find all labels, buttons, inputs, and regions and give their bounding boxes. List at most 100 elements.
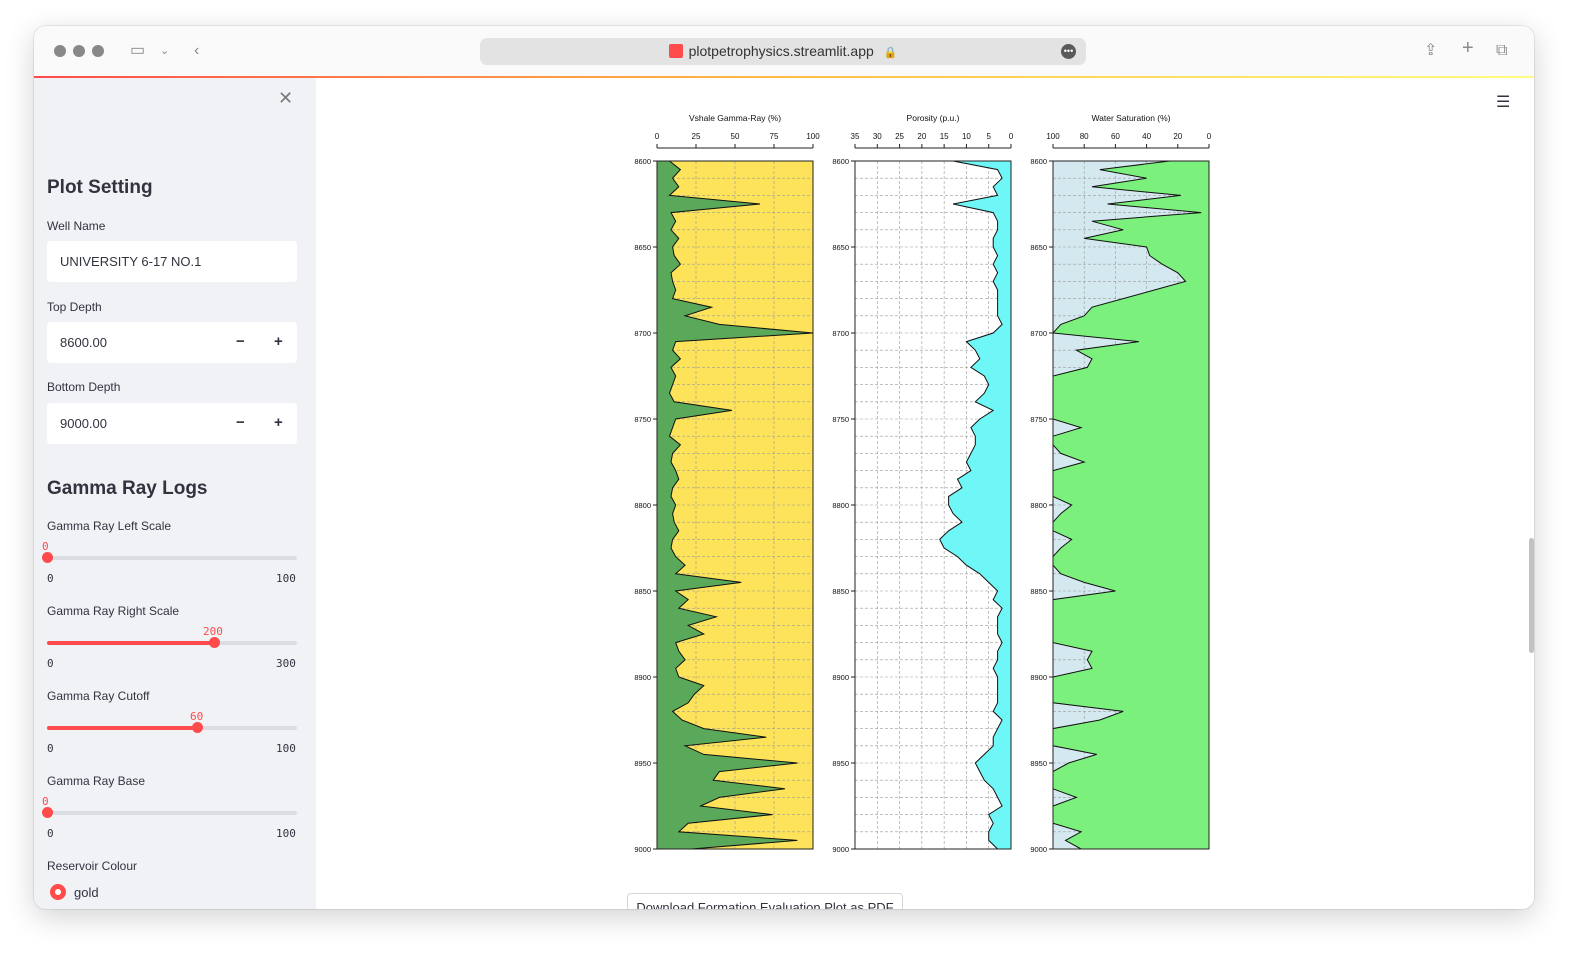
gamma-cutoff-value: 60 xyxy=(190,710,204,723)
reservoir-colour-radio-gold[interactable] xyxy=(50,884,66,900)
top-depth-label: Top Depth xyxy=(47,300,102,314)
chevron-down-icon[interactable]: ⌄ xyxy=(160,45,170,57)
y-tick-label: 8950 xyxy=(634,759,651,768)
top-depth-decrement-button[interactable]: − xyxy=(236,333,245,350)
y-tick-label: 8900 xyxy=(1030,673,1047,682)
minimize-window-button[interactable] xyxy=(73,45,85,57)
main-content: ☰ 0 25 50 75 100 Vshale Gamma-Ray (%) 8600 8650… xyxy=(316,78,1534,909)
slider-thumb[interactable] xyxy=(42,807,53,818)
track-title: Vshale Gamma-Ray (%) xyxy=(689,113,781,123)
x-tick-label: 20 xyxy=(917,132,926,141)
gamma-base-max: 100 xyxy=(276,827,296,840)
download-pdf-button[interactable]: Download Formation Evaluation Plot as PD… xyxy=(627,893,903,909)
menu-icon[interactable]: ☰ xyxy=(1496,94,1511,111)
bottom-depth-increment-button[interactable]: + xyxy=(274,414,283,431)
y-tick-label: 8800 xyxy=(634,501,651,510)
log-fill-area xyxy=(657,161,813,849)
y-tick-label: 8700 xyxy=(634,329,651,338)
x-tick-label: 20 xyxy=(1173,132,1182,141)
browser-titlebar: ▭ ⌄ ‹ plotpetrophysics.streamlit.app 🔒 •… xyxy=(34,26,1534,76)
y-tick-label: 8850 xyxy=(634,587,651,596)
y-tick-label: 8700 xyxy=(1030,329,1047,338)
address-bar[interactable]: plotpetrophysics.streamlit.app 🔒 ••• xyxy=(480,38,1086,65)
gamma-base-value: 0 xyxy=(42,795,49,808)
tab-overview-icon[interactable]: ⧉ xyxy=(1496,42,1508,59)
gamma-ray-heading: Gamma Ray Logs xyxy=(47,478,208,499)
y-tick-label: 8600 xyxy=(634,157,651,166)
back-icon[interactable]: ‹ xyxy=(194,42,200,59)
y-tick-label: 8650 xyxy=(634,243,651,252)
x-tick-label: 50 xyxy=(731,132,740,141)
x-tick-label: 15 xyxy=(940,132,949,141)
x-tick-label: 100 xyxy=(806,132,820,141)
x-tick-label: 30 xyxy=(873,132,882,141)
y-tick-label: 8850 xyxy=(1030,587,1047,596)
slider-fill xyxy=(47,726,197,730)
x-tick-label: 25 xyxy=(692,132,701,141)
gamma-base-min: 0 xyxy=(47,827,54,840)
top-depth-increment-button[interactable]: + xyxy=(274,333,283,350)
log-fill-area xyxy=(1053,161,1209,849)
y-tick-label: 8900 xyxy=(634,673,651,682)
browser-window: ▭ ⌄ ‹ plotpetrophysics.streamlit.app 🔒 •… xyxy=(34,26,1534,909)
gamma-cutoff-slider[interactable] xyxy=(47,722,297,733)
sidebar-toggle-icon[interactable]: ▭ xyxy=(130,42,146,59)
gamma-right-scale-label: Gamma Ray Right Scale xyxy=(47,604,180,618)
close-window-button[interactable] xyxy=(54,45,66,57)
bottom-depth-input[interactable]: 9000.00 xyxy=(47,403,297,444)
slider-thumb[interactable] xyxy=(208,637,220,648)
gamma-base-slider[interactable] xyxy=(42,807,297,818)
log-fill-area xyxy=(939,161,1011,849)
y-tick-label: 8600 xyxy=(1030,157,1047,166)
bottom-depth-label: Bottom Depth xyxy=(47,380,121,394)
reservoir-colour-option-label: gold xyxy=(74,885,99,900)
y-tick-label: 8950 xyxy=(832,759,849,768)
bottom-depth-decrement-button[interactable]: − xyxy=(236,414,245,431)
x-tick-label: 0 xyxy=(1009,132,1014,141)
gamma-left-scale-slider[interactable] xyxy=(42,552,297,563)
log-curve xyxy=(668,160,814,850)
well-name-input[interactable]: UNIVERSITY 6-17 NO.1 xyxy=(47,241,297,282)
streamlit-favicon-icon xyxy=(668,44,683,58)
top-depth-input[interactable]: 8600.00 xyxy=(47,322,297,363)
x-tick-label: 10 xyxy=(962,132,971,141)
gamma-right-scale-max: 300 xyxy=(276,657,296,670)
y-tick-label: 9000 xyxy=(634,845,651,854)
gamma-cutoff-max: 100 xyxy=(276,742,296,755)
y-tick-label: 8900 xyxy=(832,673,849,682)
reservoir-colour-label: Reservoir Colour xyxy=(47,859,138,873)
x-tick-label: 5 xyxy=(986,132,991,141)
share-icon[interactable]: ⇪ xyxy=(1424,42,1438,59)
x-tick-label: 35 xyxy=(851,132,860,141)
zoom-window-button[interactable] xyxy=(92,45,104,57)
y-tick-label: 8650 xyxy=(1030,243,1047,252)
slider-fill xyxy=(47,641,214,645)
gamma-right-scale-value: 200 xyxy=(203,625,223,638)
x-tick-label: 25 xyxy=(895,132,904,141)
y-tick-label: 8950 xyxy=(1030,759,1047,768)
y-tick-label: 8800 xyxy=(832,501,849,510)
slider-thumb[interactable] xyxy=(192,722,203,733)
y-tick-label: 8750 xyxy=(1030,415,1047,424)
gamma-left-scale-value: 0 xyxy=(42,540,49,553)
gamma-right-scale-min: 0 xyxy=(47,657,54,670)
gamma-base-label: Gamma Ray Base xyxy=(47,774,146,788)
plot-setting-heading: Plot Setting xyxy=(47,177,153,198)
y-tick-label: 8700 xyxy=(832,329,849,338)
slider-thumb[interactable] xyxy=(42,552,53,563)
more-icon[interactable]: ••• xyxy=(1061,44,1076,59)
close-sidebar-icon[interactable]: ✕ xyxy=(278,88,294,108)
gamma-right-scale-slider[interactable] xyxy=(47,637,297,648)
scrollbar[interactable] xyxy=(1529,538,1534,653)
new-tab-icon[interactable]: + xyxy=(1462,37,1474,59)
gamma-cutoff-min: 0 xyxy=(47,742,54,755)
y-tick-label: 8800 xyxy=(1030,501,1047,510)
y-tick-label: 8750 xyxy=(634,415,651,424)
gamma-left-scale-max: 100 xyxy=(276,572,296,585)
log-curve xyxy=(939,160,1003,850)
x-tick-label: 0 xyxy=(655,132,660,141)
y-tick-label: 9000 xyxy=(832,845,849,854)
header-accent-bar xyxy=(34,76,1534,78)
x-tick-label: 0 xyxy=(1207,132,1212,141)
